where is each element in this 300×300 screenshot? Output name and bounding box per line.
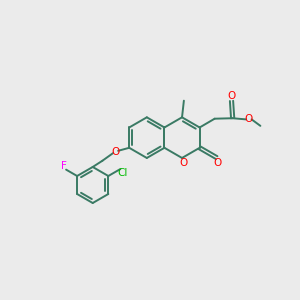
Text: O: O	[112, 147, 120, 157]
Text: O: O	[244, 114, 253, 124]
Text: O: O	[214, 158, 222, 168]
Text: O: O	[179, 158, 187, 168]
Text: O: O	[227, 91, 236, 101]
Text: Cl: Cl	[117, 168, 128, 178]
Text: F: F	[61, 161, 67, 171]
